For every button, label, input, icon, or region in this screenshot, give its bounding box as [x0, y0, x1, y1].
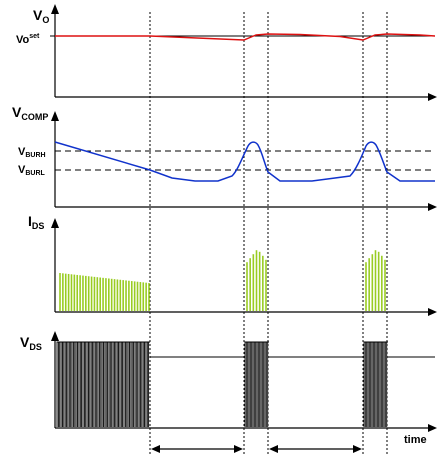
vburh-label: VBURH [18, 146, 46, 159]
vcomp-x-arrow [428, 203, 437, 211]
vo-x-arrow [428, 93, 437, 101]
ids-y-arrow [51, 218, 59, 228]
vds-x-arrow [428, 424, 437, 432]
vds-pulse-burst [363, 341, 388, 427]
vds-label: VDS [20, 334, 42, 352]
arrow-head-left [151, 445, 160, 453]
time-axis-label: time [404, 434, 427, 446]
arrow-head-right [234, 445, 243, 453]
vo-panel: VO Voset [16, 4, 437, 101]
arrow-head-right [353, 445, 362, 453]
duration-arrows [151, 445, 362, 453]
vds-pulse-burst [244, 341, 269, 427]
vburl-label: VBURL [18, 164, 46, 177]
ids-label: IDS [28, 213, 44, 231]
vo-y-arrow [51, 4, 59, 14]
ids-x-arrow [428, 308, 437, 316]
vds-panel: VDS time [20, 331, 437, 446]
ids-pulse-trains [59, 250, 386, 311]
vds-y-arrow [51, 331, 59, 341]
vcomp-label: VCOMP [12, 104, 48, 122]
vcomp-y-arrow [51, 111, 59, 121]
ids-panel: IDS [28, 213, 437, 316]
vo-trace [55, 33, 436, 41]
arrow-head-left [269, 445, 278, 453]
vds-pulse-burst [56, 341, 150, 427]
vo-label: VO [33, 7, 49, 25]
time-guides [149, 12, 388, 455]
vo-set-label: Voset [16, 33, 40, 46]
vcomp-trace [54, 141, 435, 182]
vds-pulse-trains [56, 341, 388, 427]
vcomp-panel: VCOMP VBURH VBURL [12, 104, 437, 211]
